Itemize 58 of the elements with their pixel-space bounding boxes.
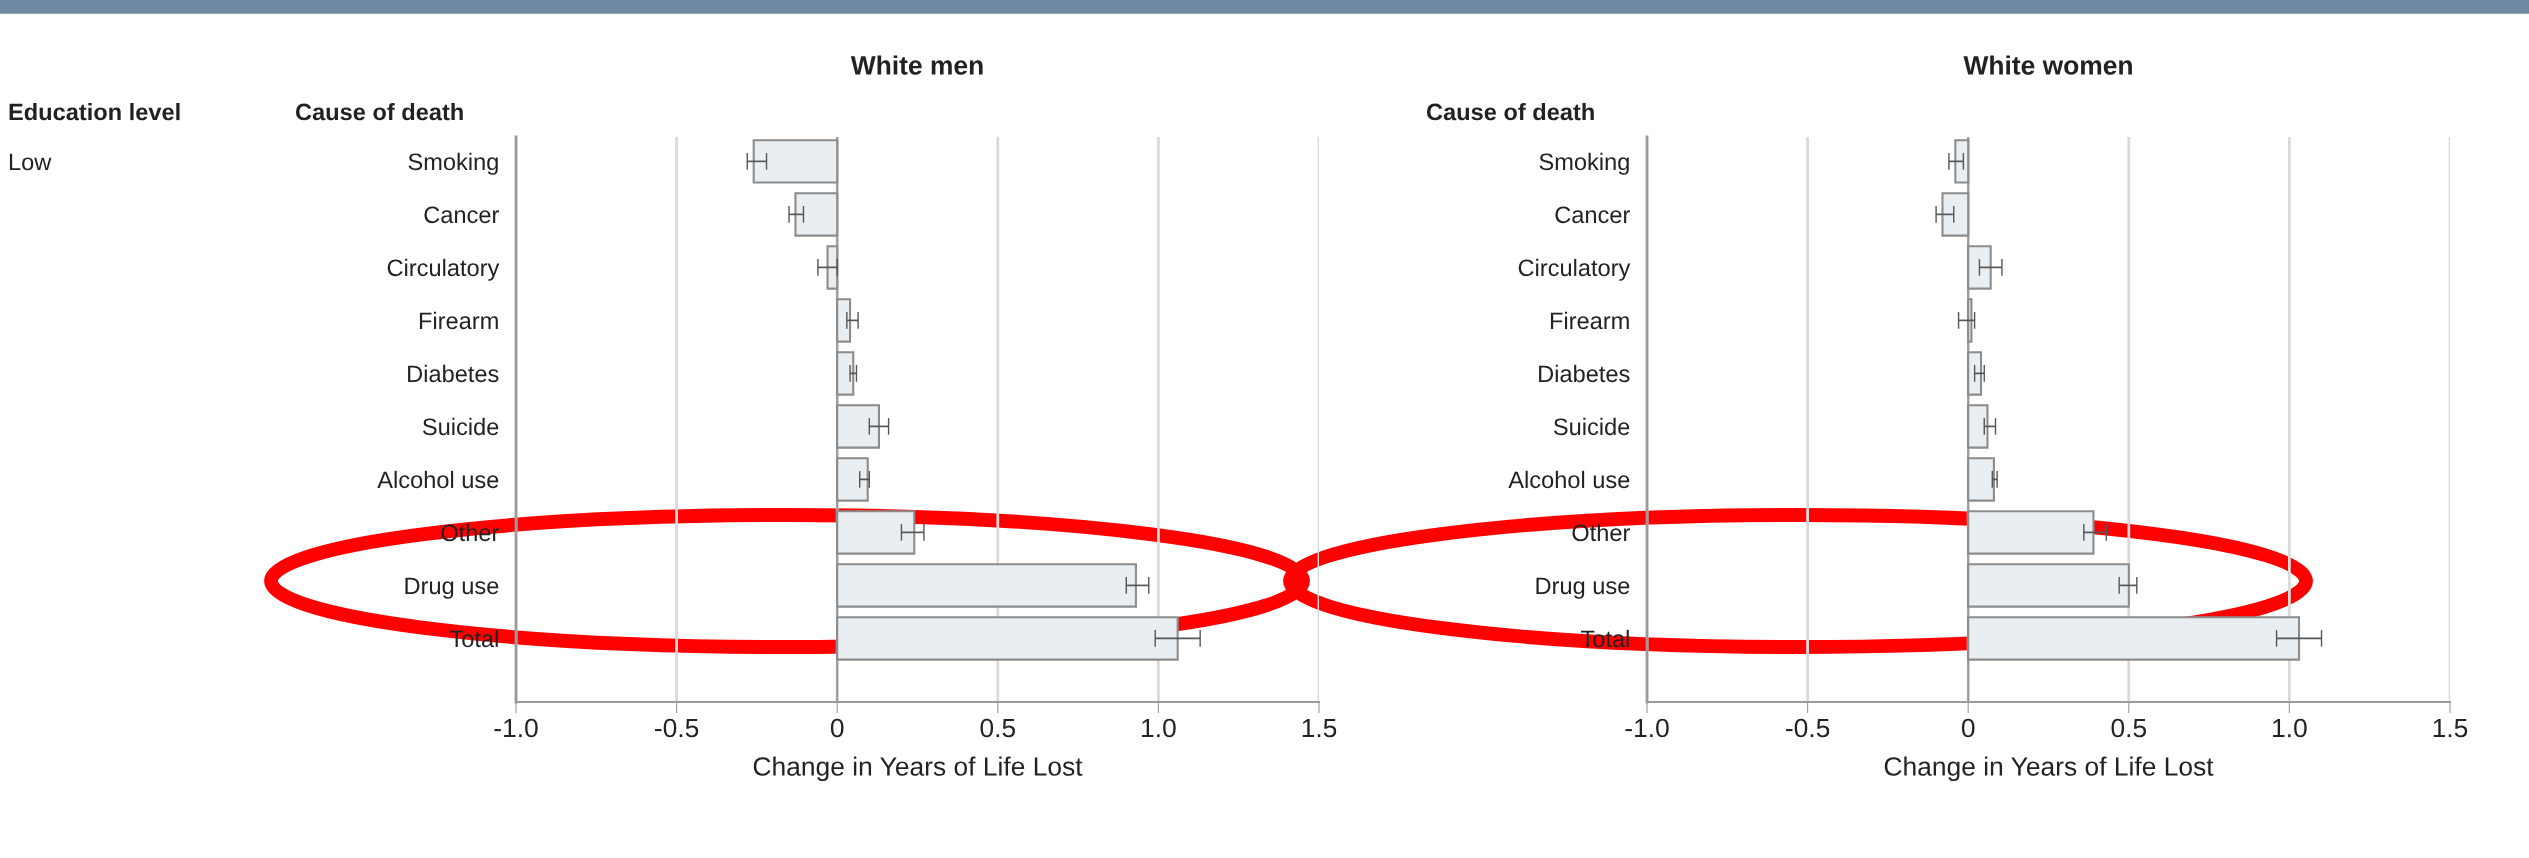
text: Low bbox=[9, 153, 52, 171]
bar bbox=[794, 192, 839, 237]
y-tick-label: Alcohol use bbox=[377, 470, 499, 489]
bar bbox=[1941, 192, 1970, 237]
y-tick-label: Diabetes bbox=[408, 364, 499, 383]
y-tick-label: Suicide bbox=[422, 417, 499, 436]
x-tick-label: 1.5 bbox=[1302, 718, 1337, 738]
bar bbox=[836, 457, 869, 502]
bar bbox=[1954, 139, 1970, 184]
x-tick-label: 0.5 bbox=[980, 718, 1016, 738]
y-tick-label: Smoking bbox=[408, 152, 498, 175]
chart-title: White women bbox=[1963, 55, 2132, 75]
x-tick-label: 1.0 bbox=[1142, 718, 1176, 738]
chart-title: White men bbox=[850, 55, 983, 75]
bar bbox=[836, 298, 852, 343]
bar bbox=[752, 139, 839, 184]
bar bbox=[1967, 404, 1989, 449]
x-tick-label: -0.5 bbox=[655, 718, 699, 738]
bar bbox=[1967, 457, 1995, 502]
x-tick-label: 1.5 bbox=[2433, 718, 2468, 738]
bar bbox=[1967, 245, 1992, 290]
y-tick-label: Suicide bbox=[1553, 417, 1630, 436]
bar bbox=[1967, 616, 2301, 661]
text: Cause of death bbox=[295, 103, 463, 121]
bar bbox=[826, 245, 839, 290]
bar bbox=[836, 404, 880, 449]
bar bbox=[836, 510, 916, 555]
text: Cause of death bbox=[1426, 103, 1594, 121]
y-tick-label: Alcohol use bbox=[1508, 470, 1630, 489]
y-tick-label: Diabetes bbox=[1539, 364, 1630, 383]
y-tick-label: Firearm bbox=[1550, 311, 1629, 330]
y-tick-label: Other bbox=[1572, 523, 1630, 542]
x-tick-label: -0.5 bbox=[1786, 718, 1830, 738]
x-tick-label: 1.0 bbox=[2273, 718, 2307, 738]
x-tick-label: 0 bbox=[1961, 718, 1975, 738]
y-tick-label: Cancer bbox=[424, 206, 499, 224]
y-tick-label: Circulatory bbox=[387, 258, 500, 281]
bar bbox=[1967, 298, 1973, 343]
bar bbox=[836, 616, 1179, 661]
bar bbox=[1967, 351, 1983, 396]
x-tick-label: -1.0 bbox=[1625, 718, 1669, 738]
bar bbox=[836, 351, 855, 396]
y-tick-label: Smoking bbox=[1539, 152, 1629, 175]
text: Education level bbox=[9, 103, 180, 121]
bar bbox=[1967, 563, 2130, 608]
y-tick-label: Total bbox=[1581, 629, 1629, 648]
x-tick-label: 0 bbox=[830, 718, 844, 738]
x-axis-title: Change in Years of Life Lost bbox=[753, 756, 1083, 782]
y-tick-label: Drug use bbox=[405, 577, 499, 599]
x-axis-title: Change in Years of Life Lost bbox=[1884, 756, 2214, 782]
bar bbox=[836, 563, 1137, 608]
y-tick-label: Cancer bbox=[1555, 206, 1630, 224]
y-tick-label: Drug use bbox=[1536, 577, 1630, 599]
y-tick-label: Circulatory bbox=[1518, 258, 1631, 281]
bar bbox=[1967, 510, 2095, 555]
x-tick-label: -1.0 bbox=[494, 718, 538, 738]
x-tick-label: 0.5 bbox=[2111, 718, 2147, 738]
y-tick-label: Firearm bbox=[419, 311, 498, 330]
